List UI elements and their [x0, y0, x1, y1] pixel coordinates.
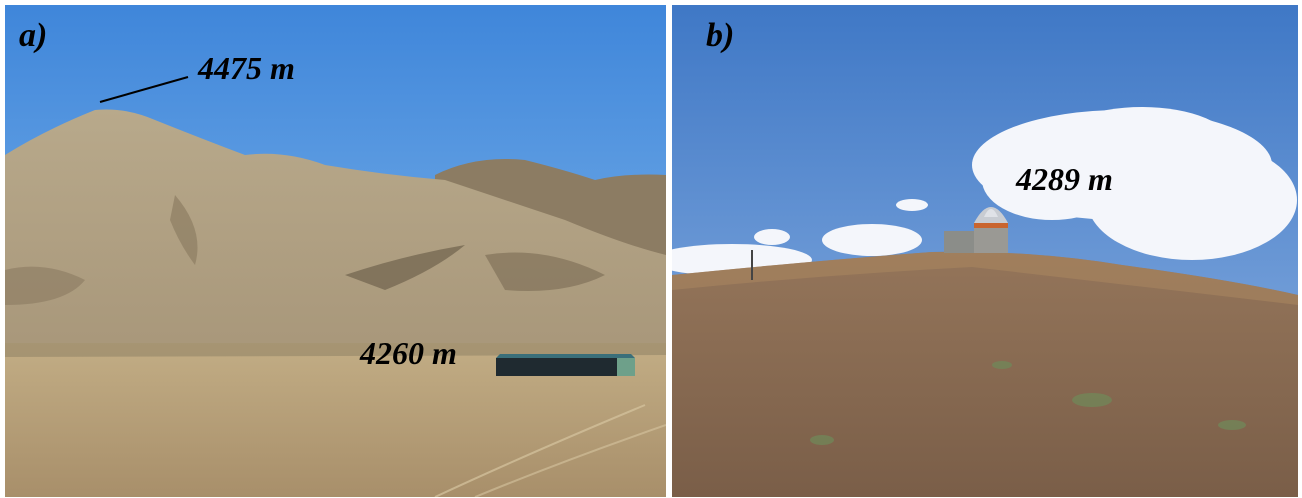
peak-pointer-line [99, 76, 189, 103]
panel-letter-b: b) [706, 17, 735, 54]
photo-panel-b: b) 4289 m [672, 5, 1298, 497]
observatory-altitude-label: 4289 m [1016, 161, 1113, 197]
building [496, 358, 635, 376]
photo-panel-a: a) 4475 m 4260 m [5, 5, 666, 497]
observatory [944, 207, 1008, 253]
clouds [672, 107, 1297, 276]
mountain-valley-photo [5, 5, 666, 497]
peak-altitude-label: 4475 m [198, 50, 295, 86]
panel-letter-a: a) [19, 17, 48, 54]
hilltop-observatory-photo [672, 5, 1298, 497]
base-altitude-label: 4260 m [360, 335, 457, 371]
